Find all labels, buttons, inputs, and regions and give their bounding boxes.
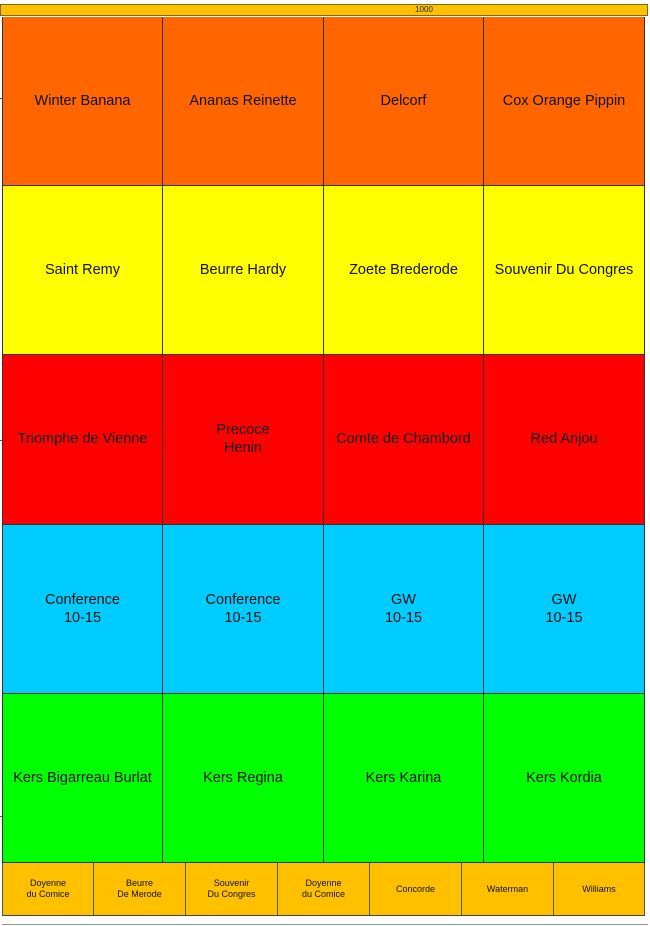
- variety-cell-r4-c1: Conference 10-15: [2, 524, 163, 694]
- variety-cell-r3-c3: Comte de Chambord: [324, 355, 484, 525]
- left-margin-mark: [0, 816, 2, 817]
- bottom-variety-cell-2: Beurre De Merode: [94, 863, 186, 915]
- variety-cell-r2-c1: Saint Remy: [2, 186, 163, 356]
- variety-cell-r5-c2: Kers Regina: [163, 693, 324, 863]
- bottom-variety-cell-5: Concorde: [370, 863, 462, 915]
- variety-cell-r1-c4: Cox Orange Pippin: [484, 17, 645, 187]
- variety-cell-r5-c1: Kers Bigarreau Burlat: [2, 693, 163, 863]
- bottom-variety-cell-4: Doyenne du Comice: [278, 863, 370, 915]
- variety-cell-r3-c2: Precoce Henin: [163, 355, 324, 525]
- variety-cell-r2-c2: Beurre Hardy: [163, 186, 324, 356]
- bottom-variety-strip: Doyenne du Comice Beurre De Merode Souveni…: [2, 863, 645, 916]
- variety-grid: Winter Banana Ananas Reinette Delcorf Cox O…: [2, 17, 645, 863]
- variety-cell-r2-c4: Souvenir Du Congres: [484, 186, 645, 356]
- variety-cell-r2-c3: Zoete Brederode: [324, 186, 484, 356]
- variety-cell-r4-c4: GW 10-15: [484, 524, 645, 694]
- variety-cell-r3-c4: Red Anjou: [484, 355, 645, 525]
- bottom-variety-cell-3: Souvenir Du Congres: [186, 863, 278, 915]
- left-margin-mark: [0, 440, 2, 441]
- top-label-bar: 1000: [0, 4, 648, 16]
- footer-divider: [2, 924, 648, 925]
- variety-cell-r3-c1: Triomphe de Vienne: [2, 355, 163, 525]
- variety-cell-r1-c2: Ananas Reinette: [163, 17, 324, 187]
- variety-cell-r5-c4: Kers Kordia: [484, 693, 645, 863]
- left-margin-mark: [0, 98, 2, 99]
- variety-cell-r1-c1: Winter Banana: [2, 17, 163, 187]
- top-label: 1000: [415, 5, 433, 14]
- bottom-variety-cell-7: Williams: [554, 863, 645, 915]
- bottom-variety-cell-6: Waterman: [462, 863, 554, 915]
- variety-cell-r4-c3: GW 10-15: [324, 524, 484, 694]
- bottom-variety-cell-1: Doyenne du Comice: [2, 863, 94, 915]
- variety-cell-r5-c3: Kers Karina: [324, 693, 484, 863]
- variety-cell-r4-c2: Conference 10-15: [163, 524, 324, 694]
- variety-cell-r1-c3: Delcorf: [324, 17, 484, 187]
